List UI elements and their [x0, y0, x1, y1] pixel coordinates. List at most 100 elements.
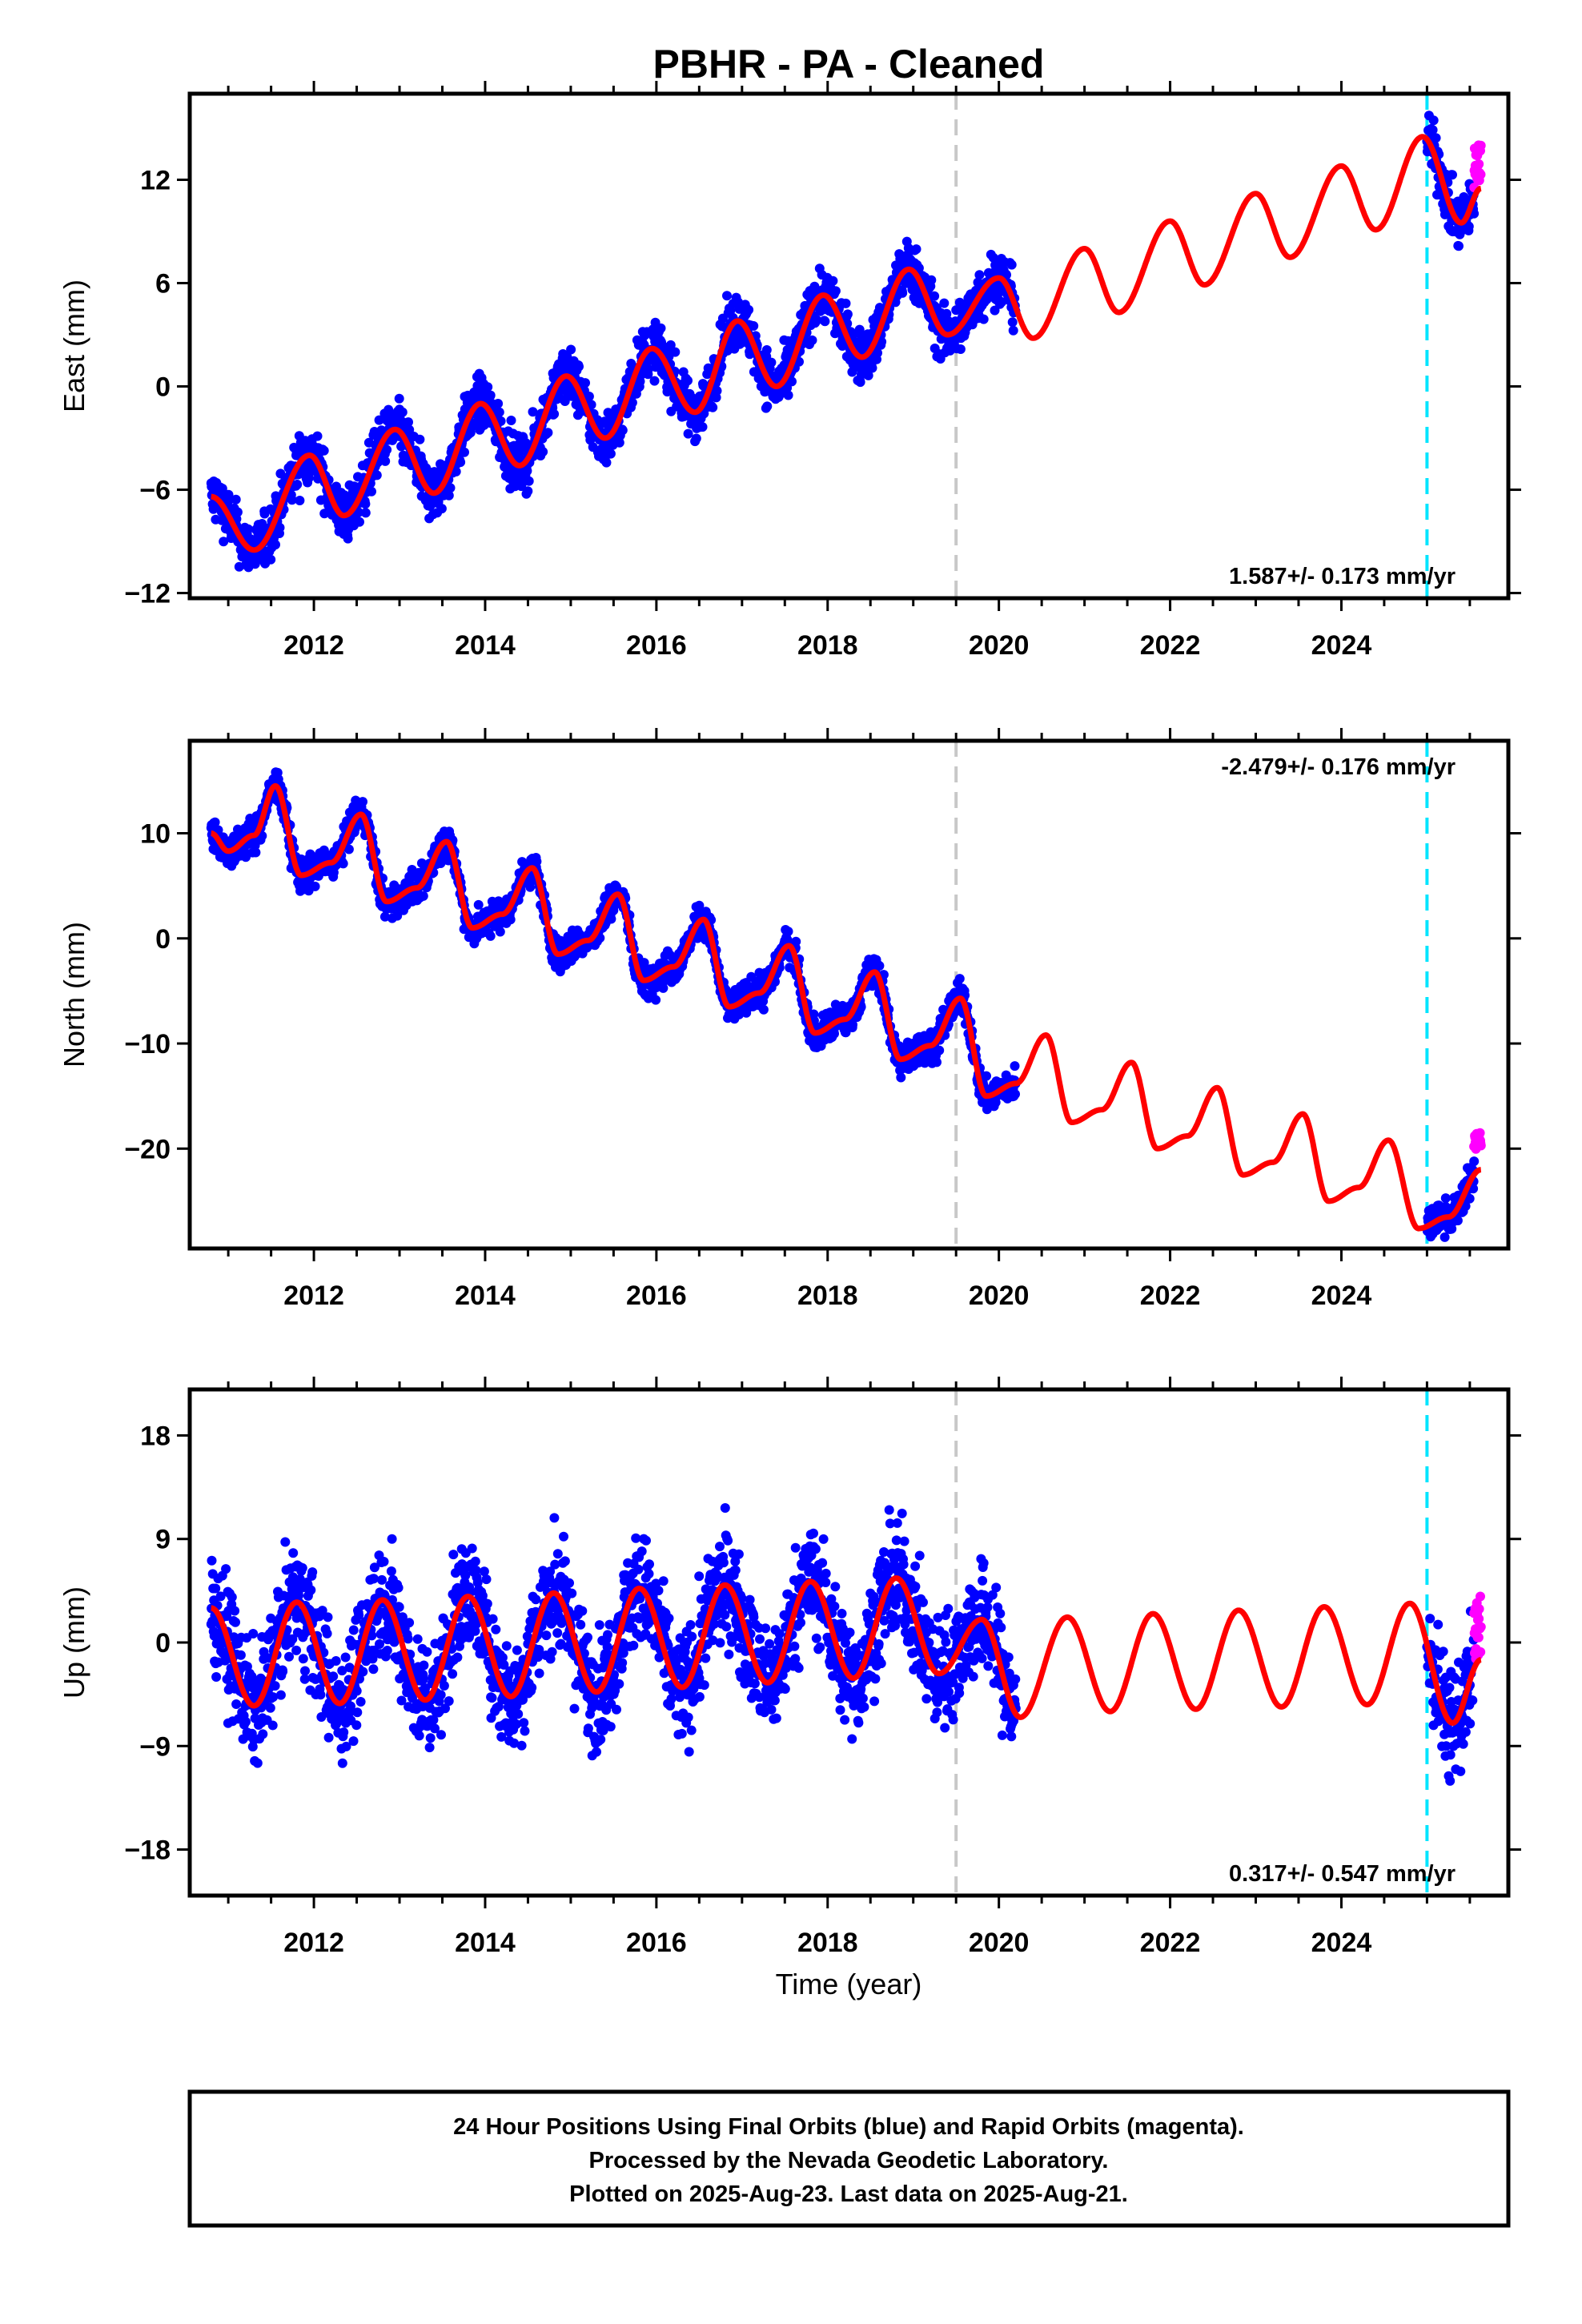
east-data-point	[614, 437, 624, 448]
east-data-point	[367, 486, 376, 497]
up-data-point	[323, 1732, 334, 1743]
east-data-point	[394, 393, 404, 404]
east-data-point	[794, 356, 804, 367]
east-data-point	[380, 456, 391, 466]
east-data-point	[617, 425, 628, 436]
east-data-point	[1431, 133, 1441, 143]
east-data-point	[1006, 259, 1017, 270]
east-data-point	[955, 344, 966, 354]
east-series-1	[1422, 111, 1480, 251]
north-x-tick-label: 2012	[283, 1281, 344, 1311]
north-data-point	[1452, 1216, 1463, 1226]
up-data-point	[231, 1699, 242, 1709]
east-data-point	[649, 376, 660, 386]
east-data-point	[665, 340, 676, 350]
east-data-point	[863, 370, 873, 380]
east-data-point	[820, 316, 830, 327]
north-y-tick-label: 0	[155, 924, 171, 955]
east-data-point	[855, 377, 865, 388]
east-data-point	[722, 291, 732, 301]
north-data-point	[485, 931, 496, 941]
east-data-point	[483, 382, 493, 392]
north-data-point	[1010, 1061, 1020, 1072]
east-data-point	[561, 359, 571, 369]
east-data-point	[877, 336, 887, 347]
east-data-point	[1007, 317, 1018, 328]
up-data-point	[227, 1592, 237, 1602]
up-data-point	[307, 1567, 318, 1578]
east-data-point	[1476, 169, 1486, 179]
up-data-point	[241, 1717, 251, 1727]
up-data-point	[275, 1690, 286, 1700]
east-data-point	[691, 433, 701, 444]
up-data-point	[267, 1720, 278, 1731]
east-plot-area	[206, 94, 1486, 598]
east-data-point	[287, 495, 297, 505]
up-data-point	[221, 1564, 231, 1574]
north-series-0	[206, 767, 1021, 1115]
east-data-point	[456, 457, 466, 468]
east-data-point	[683, 428, 693, 439]
east-data-point	[1428, 115, 1439, 126]
east-data-point	[656, 323, 666, 333]
east-data-point	[312, 431, 323, 441]
panel-up: 2012 2014 2016 2018 2020 2022 2024−18−90918Up …	[58, 1377, 1521, 1958]
up-data-point	[258, 1729, 268, 1739]
east-data-point	[275, 522, 285, 533]
up-data-point	[280, 1537, 291, 1547]
east-data-point	[812, 315, 822, 325]
east-data-point	[749, 321, 759, 331]
east-data-point	[397, 407, 408, 417]
north-data-point	[338, 858, 348, 869]
up-data-point	[284, 1651, 294, 1662]
panel-north: 2012 2014 2016 2018 2020 2022 2024−20−10010Nor…	[58, 728, 1521, 1311]
north-data-point	[934, 1045, 945, 1055]
north-frame	[187, 738, 1511, 1251]
up-data-point	[298, 1654, 308, 1664]
east-data-point	[873, 348, 882, 358]
north-data-point	[954, 974, 965, 984]
east-data-point	[374, 415, 384, 425]
north-data-point	[1476, 1140, 1486, 1151]
east-data-point	[712, 386, 722, 396]
east-data-point	[538, 447, 548, 457]
east-data-point	[580, 378, 590, 388]
east-data-point	[460, 447, 469, 457]
north-y-tick-label: −20	[124, 1134, 171, 1164]
east-rate-label: 1.587+/- 0.173 mm/yr	[1229, 564, 1456, 589]
east-data-point	[586, 400, 596, 410]
east-data-point	[783, 390, 793, 400]
east-data-point	[292, 480, 303, 489]
figure-title: PBHR - PA - Cleaned	[653, 42, 1045, 86]
east-data-point	[219, 537, 229, 547]
up-data-point	[291, 1645, 302, 1655]
north-data-point	[896, 1072, 906, 1083]
east-data-point	[761, 345, 772, 355]
east-data-point	[415, 434, 425, 444]
up-data-point	[231, 1617, 240, 1627]
north-data-point	[651, 995, 661, 1005]
east-data-point	[436, 504, 447, 514]
east-data-point	[506, 416, 516, 425]
east-data-point	[787, 376, 797, 387]
east-x-tick-label: 2012	[283, 630, 344, 661]
north-data-point	[505, 915, 516, 925]
up-series-0	[206, 1503, 1021, 1768]
up-data-point	[211, 1672, 222, 1682]
north-data-point	[310, 881, 320, 891]
east-x-tick-label: 2024	[1311, 630, 1372, 661]
up-data-point	[337, 1758, 347, 1768]
up-data-point	[315, 1690, 326, 1700]
east-data-point	[867, 363, 877, 373]
north-data-point	[1469, 1156, 1480, 1167]
east-data-point	[897, 287, 908, 298]
east-data-point	[708, 402, 718, 412]
east-data-point	[670, 347, 681, 357]
east-data-point	[354, 507, 363, 517]
east-data-point	[926, 275, 937, 285]
north-data-point	[1010, 1089, 1020, 1100]
up-data-point	[230, 1606, 240, 1616]
north-plot-area	[206, 741, 1486, 1248]
up-data-point	[278, 1667, 288, 1677]
